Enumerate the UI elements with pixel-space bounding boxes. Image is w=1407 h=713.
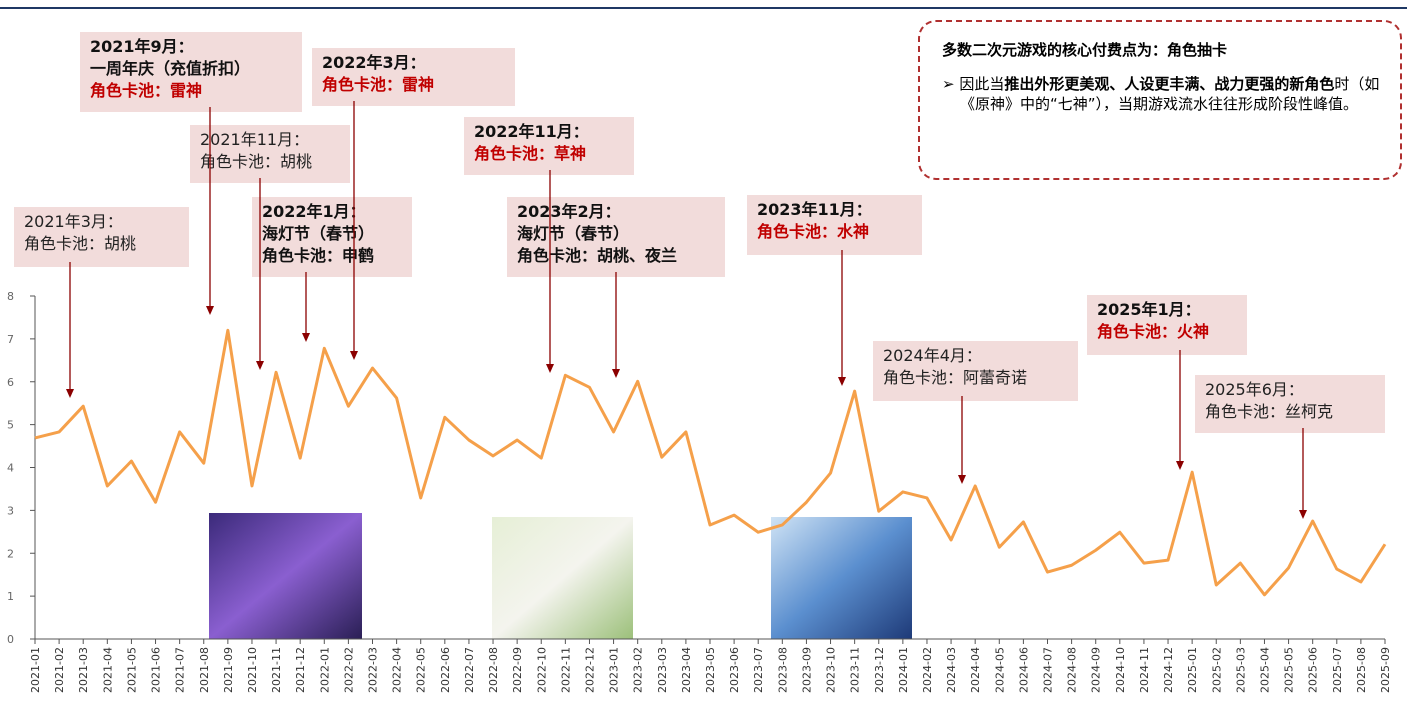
x-tick-label: 2022-07 <box>463 647 476 693</box>
y-tick-label: 1 <box>7 590 14 603</box>
x-tick-label: 2023-03 <box>656 647 669 693</box>
x-tick-label: 2021-01 <box>29 647 42 693</box>
character-image <box>771 517 912 639</box>
x-tick-label: 2023-02 <box>632 647 645 693</box>
x-tick-label: 2021-08 <box>198 647 211 693</box>
x-tick-label: 2022-01 <box>318 647 331 693</box>
x-tick-label: 2023-01 <box>608 647 621 693</box>
x-tick-label: 2024-12 <box>1162 647 1175 693</box>
arrow-head <box>66 389 74 398</box>
arrow-head <box>546 364 554 373</box>
x-tick-label: 2025-03 <box>1234 647 1247 693</box>
arrow-head <box>350 351 358 360</box>
x-tick-label: 2022-12 <box>583 647 596 693</box>
x-tick-label: 2022-08 <box>487 647 500 693</box>
x-tick-label: 2024-05 <box>993 647 1006 693</box>
page: 2021年3月：角色卡池：胡桃2021年9月：一周年庆（充值折扣）角色卡池：雷神… <box>0 0 1407 713</box>
x-tick-label: 2023-09 <box>800 647 813 693</box>
callout: 多数二次元游戏的核心付费点为：角色抽卡 ➢ 因此当推出外形更美观、人设更丰满、战… <box>918 20 1402 180</box>
x-tick-label: 2025-09 <box>1379 647 1392 693</box>
callout-text: 因此当 <box>959 75 1004 93</box>
character-image <box>209 513 362 639</box>
callout-bullet: ➢ 因此当推出外形更美观、人设更丰满、战力更强的新角色时（如《原神》中的“七神”… <box>942 74 1386 114</box>
x-tick-label: 2022-11 <box>559 647 572 693</box>
x-tick-label: 2024-11 <box>1138 647 1151 693</box>
x-tick-label: 2022-03 <box>367 647 380 693</box>
x-tick-label: 2025-06 <box>1307 647 1320 693</box>
x-tick-label: 2025-05 <box>1283 647 1296 693</box>
x-tick-label: 2023-06 <box>728 647 741 693</box>
callout-title: 多数二次元游戏的核心付费点为：角色抽卡 <box>942 40 1386 60</box>
x-tick-label: 2021-05 <box>125 647 138 693</box>
y-tick-label: 5 <box>7 419 14 432</box>
x-tick-label: 2023-10 <box>825 647 838 693</box>
x-tick-label: 2021-09 <box>222 647 235 693</box>
x-tick-label: 2024-08 <box>1066 647 1079 693</box>
x-tick-label: 2022-04 <box>391 647 404 693</box>
x-tick-label: 2021-02 <box>53 647 66 693</box>
y-tick-label: 2 <box>7 547 14 560</box>
callout-text: 推出外形更美观、人设更丰满、战力更强的新角色 <box>1004 75 1334 93</box>
x-tick-label: 2024-07 <box>1042 647 1055 693</box>
x-tick-label: 2022-02 <box>342 647 355 693</box>
y-tick-label: 8 <box>7 290 14 303</box>
x-tick-label: 2021-04 <box>101 647 114 693</box>
x-tick-label: 2023-08 <box>776 647 789 693</box>
x-tick-label: 2024-03 <box>945 647 958 693</box>
character-image <box>492 517 633 639</box>
arrow-head <box>612 369 620 378</box>
y-tick-label: 7 <box>7 333 14 346</box>
arrow-head <box>1176 461 1184 470</box>
x-tick-label: 2023-04 <box>680 647 693 693</box>
x-tick-label: 2024-04 <box>969 647 982 693</box>
x-tick-label: 2024-06 <box>1017 647 1030 693</box>
x-tick-label: 2021-07 <box>174 647 187 693</box>
arrow-head <box>838 377 846 386</box>
x-tick-label: 2025-08 <box>1355 647 1368 693</box>
x-tick-label: 2021-12 <box>294 647 307 693</box>
y-tick-label: 0 <box>7 633 14 646</box>
x-tick-label: 2023-12 <box>873 647 886 693</box>
x-tick-label: 2023-05 <box>704 647 717 693</box>
x-tick-label: 2023-07 <box>752 647 765 693</box>
arrow-head <box>302 333 310 342</box>
arrow-head <box>958 475 966 484</box>
x-tick-label: 2024-10 <box>1114 647 1127 693</box>
x-tick-label: 2021-06 <box>150 647 163 693</box>
arrow-head <box>206 306 214 315</box>
x-tick-label: 2022-06 <box>439 647 452 693</box>
x-tick-label: 2024-02 <box>921 647 934 693</box>
arrow-head <box>1299 510 1307 519</box>
x-tick-label: 2024-01 <box>897 647 910 693</box>
x-tick-label: 2022-05 <box>415 647 428 693</box>
y-tick-label: 6 <box>7 376 14 389</box>
y-tick-label: 4 <box>7 462 14 475</box>
x-tick-label: 2022-10 <box>535 647 548 693</box>
x-tick-label: 2025-04 <box>1258 647 1271 693</box>
x-tick-label: 2025-01 <box>1186 647 1199 693</box>
y-tick-label: 3 <box>7 504 14 517</box>
x-tick-label: 2021-03 <box>77 647 90 693</box>
x-tick-label: 2021-10 <box>246 647 259 693</box>
x-tick-label: 2021-11 <box>270 647 283 693</box>
x-tick-label: 2025-02 <box>1210 647 1223 693</box>
x-tick-label: 2022-09 <box>511 647 524 693</box>
x-tick-label: 2023-11 <box>849 647 862 693</box>
x-tick-label: 2025-07 <box>1331 647 1344 693</box>
x-tick-label: 2024-09 <box>1090 647 1103 693</box>
arrow-head <box>256 361 264 370</box>
